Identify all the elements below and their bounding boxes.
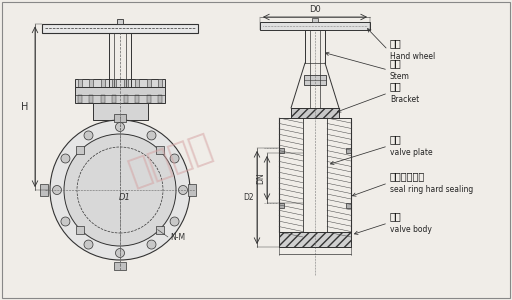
- Text: 支架: 支架: [390, 81, 402, 91]
- Text: seal ring hard sealing: seal ring hard sealing: [390, 185, 473, 194]
- Circle shape: [84, 131, 93, 140]
- Text: DN: DN: [256, 172, 265, 184]
- Bar: [78, 95, 82, 103]
- Text: 阀杆: 阀杆: [390, 58, 402, 68]
- Circle shape: [53, 185, 61, 194]
- Text: 闸板: 闸板: [390, 134, 402, 144]
- Bar: [124, 79, 127, 87]
- Text: D0: D0: [309, 5, 321, 14]
- Bar: [135, 95, 139, 103]
- Circle shape: [50, 120, 190, 260]
- Bar: [76, 226, 84, 234]
- Circle shape: [170, 154, 179, 163]
- Text: D1: D1: [119, 193, 131, 202]
- Circle shape: [84, 240, 93, 249]
- Bar: [90, 79, 93, 87]
- Text: D2: D2: [243, 193, 254, 202]
- Bar: [114, 262, 126, 270]
- Bar: [101, 95, 105, 103]
- Circle shape: [147, 240, 156, 249]
- Text: Stem: Stem: [390, 72, 410, 81]
- Bar: [304, 75, 326, 85]
- Text: 手轮: 手轮: [390, 38, 402, 48]
- Bar: [135, 79, 139, 87]
- Circle shape: [61, 154, 70, 163]
- Bar: [346, 148, 351, 153]
- Bar: [101, 79, 105, 87]
- Circle shape: [61, 217, 70, 226]
- Bar: [291, 108, 339, 118]
- Bar: [93, 103, 147, 120]
- Bar: [279, 148, 284, 153]
- Text: 密封圈硬密封: 密封圈硬密封: [390, 171, 425, 181]
- Text: valve plate: valve plate: [390, 148, 433, 157]
- Text: Hand wheel: Hand wheel: [390, 52, 435, 61]
- Bar: [279, 203, 284, 208]
- Text: valve body: valve body: [390, 225, 432, 234]
- Text: N-M: N-M: [170, 233, 185, 242]
- Text: 阀体: 阀体: [390, 211, 402, 221]
- Circle shape: [179, 185, 187, 194]
- Bar: [158, 79, 162, 87]
- Bar: [42, 23, 198, 32]
- Bar: [76, 146, 84, 154]
- Circle shape: [64, 134, 176, 246]
- Circle shape: [170, 217, 179, 226]
- Bar: [158, 95, 162, 103]
- Bar: [346, 203, 351, 208]
- Bar: [112, 95, 116, 103]
- Bar: [146, 79, 151, 87]
- Bar: [90, 95, 93, 103]
- Text: H: H: [20, 102, 28, 112]
- Bar: [156, 226, 164, 234]
- Bar: [75, 79, 165, 87]
- Circle shape: [147, 131, 156, 140]
- Bar: [260, 22, 370, 30]
- Circle shape: [116, 248, 124, 257]
- Bar: [117, 19, 123, 23]
- Bar: [112, 79, 116, 87]
- Bar: [146, 95, 151, 103]
- Bar: [124, 95, 127, 103]
- Bar: [40, 184, 48, 196]
- Bar: [78, 79, 82, 87]
- Bar: [114, 114, 126, 122]
- Circle shape: [116, 122, 124, 131]
- Text: 川沪阀门: 川沪阀门: [123, 129, 217, 191]
- Bar: [279, 232, 351, 247]
- Bar: [188, 184, 196, 196]
- Text: Bracket: Bracket: [390, 95, 419, 104]
- Bar: [75, 87, 165, 103]
- Bar: [156, 146, 164, 154]
- Bar: [312, 18, 318, 22]
